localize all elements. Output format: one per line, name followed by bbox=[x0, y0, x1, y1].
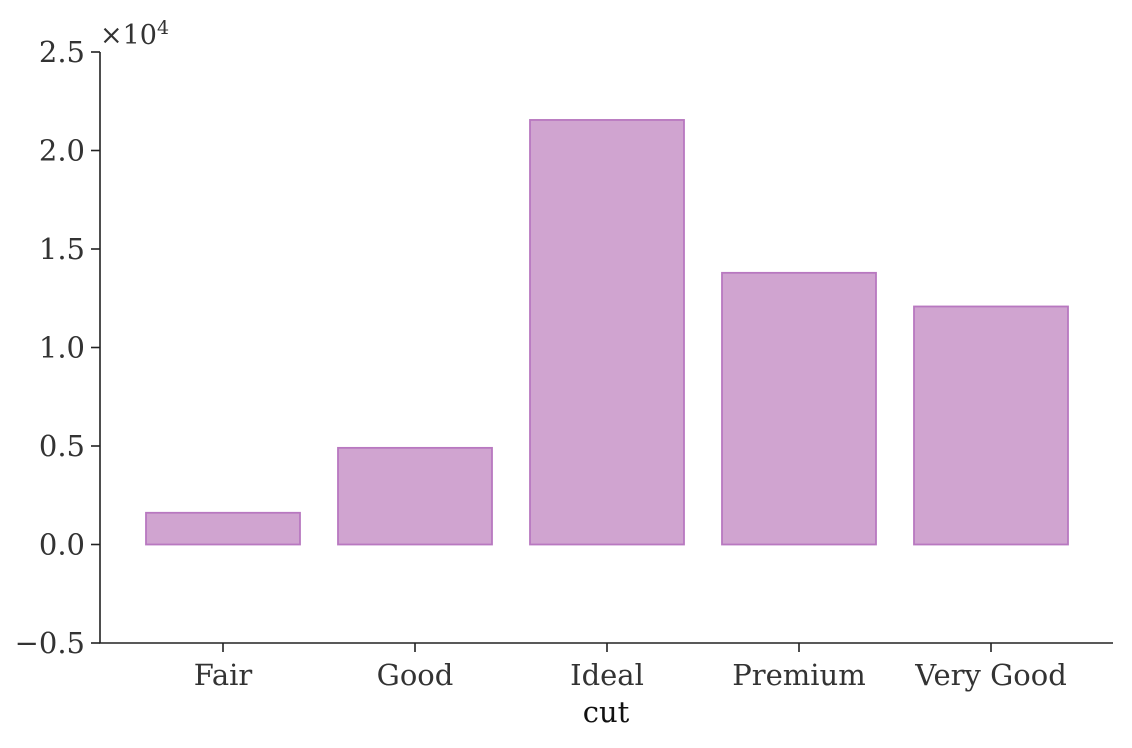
bars-layer bbox=[145, 119, 1069, 546]
y-tick-label: −0.5 bbox=[15, 626, 85, 660]
x-axis-ticks: Fair Good Ideal Premium Very Good bbox=[194, 643, 1067, 692]
y-tick-label: 2.0 bbox=[39, 134, 85, 168]
y-axis-ticks: −0.5 0.0 0.5 1.0 1.5 2.0 2.5 bbox=[15, 35, 100, 660]
y-tick-label: 0.5 bbox=[39, 429, 85, 463]
y-tick-label: 2.5 bbox=[39, 35, 85, 69]
y-tick-label: 1.5 bbox=[39, 232, 85, 266]
y-tick-label: 0.0 bbox=[39, 528, 85, 562]
bar-fair bbox=[145, 511, 301, 546]
x-tick-label: Premium bbox=[732, 658, 866, 692]
bar-good bbox=[337, 446, 493, 546]
bar-ideal bbox=[529, 119, 685, 546]
bar-very-good bbox=[913, 305, 1069, 546]
x-tick-label: Good bbox=[377, 658, 454, 692]
x-tick-label: Ideal bbox=[570, 658, 644, 692]
y-tick-label: 1.0 bbox=[39, 331, 85, 365]
bar-premium bbox=[721, 271, 877, 546]
x-axis-title: cut bbox=[583, 695, 630, 729]
y-axis-offset-label: ×104 bbox=[100, 17, 169, 51]
y-axis-offset-exponent: 4 bbox=[157, 17, 169, 39]
x-tick-label: Very Good bbox=[914, 658, 1067, 692]
y-axis-offset-base: ×10 bbox=[100, 20, 157, 51]
x-tick-label: Fair bbox=[194, 658, 253, 692]
